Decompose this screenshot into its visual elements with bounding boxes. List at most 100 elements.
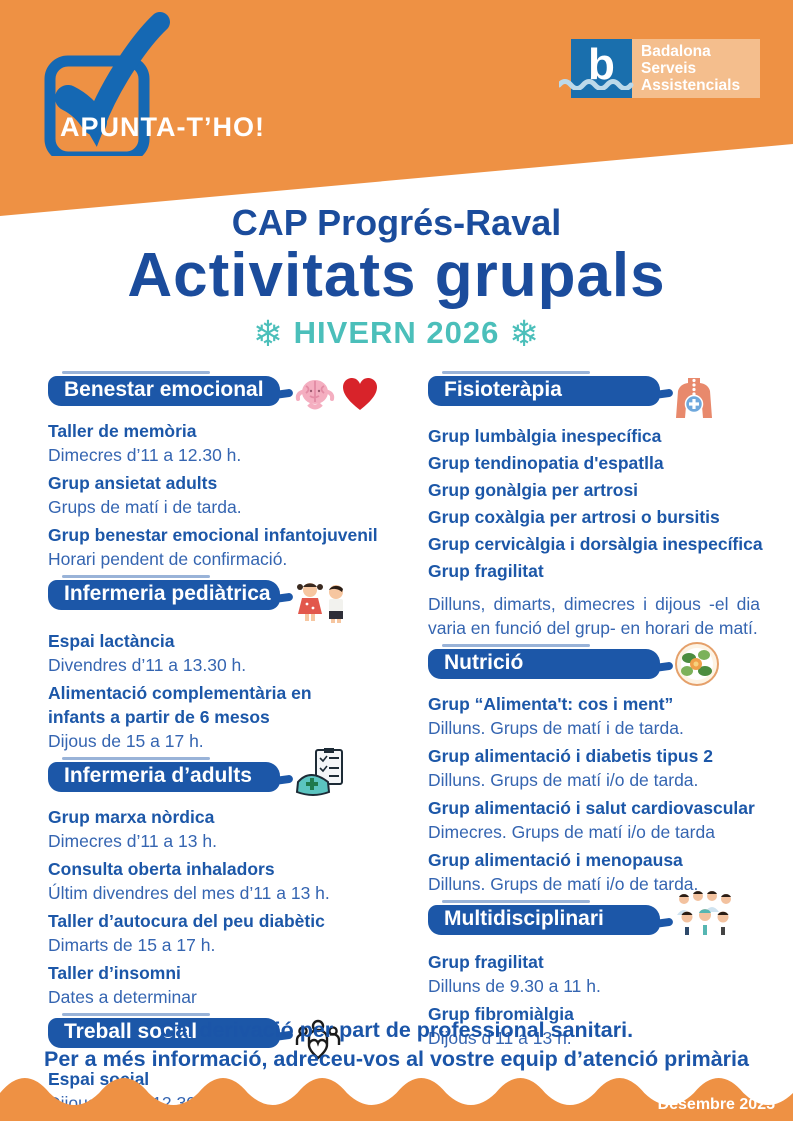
section-title: Fisioteràpia (444, 378, 562, 401)
activity-schedule: Grups de matí i de tarda. (48, 497, 242, 517)
section-title: Benestar emocional (64, 378, 264, 401)
section-title: Nutrició (444, 651, 524, 674)
heart-icon (341, 377, 379, 413)
brand-line: Badalona (641, 43, 711, 60)
wave-icon (559, 79, 634, 90)
left-column: Benestar emocional (48, 371, 408, 1121)
activity-name: Grup cervicàlgia i dorsàlgia inespecífic… (428, 534, 763, 554)
salad-bowl-icon (674, 641, 720, 687)
activity-name: Grup “Alimenta't: cos i ment” (428, 694, 674, 714)
activity-schedule: Dates a determinar (48, 987, 197, 1007)
activity-name: Espai lactància (48, 631, 175, 651)
page-title: Activitats grupals (127, 241, 666, 310)
activity-name: Grup alimentació i diabetis tipus 2 (428, 746, 713, 766)
activity-name: Grup alimentació i menopausa (428, 850, 683, 870)
activity-name: Grup tendinopatia d'espatlla (428, 453, 664, 473)
activity-item: Grup benestar emocional infantojuvenil H… (48, 523, 408, 571)
badalona-logo-letter: b (588, 39, 615, 89)
children-icon (294, 580, 352, 624)
activity-item: Grup fragilitat Dilluns de 9.30 a 11 h. (428, 950, 790, 998)
badalona-logo: b Badalona Serveis Assistencials (559, 39, 760, 98)
activity-item: Taller d’insomni Dates a determinar (48, 961, 408, 1009)
section-header-fisio: Fisioteràpia (428, 371, 660, 406)
activity-name: Alimentació complementària en infants a … (48, 683, 312, 727)
activity-schedule: Dilluns. Grups de matí i/o de tarda. (428, 770, 699, 790)
snowflake-icon: ❄ (252, 313, 285, 354)
section-title: Treball social (64, 1020, 198, 1043)
activity-name: Grup ansietat adults (48, 473, 218, 493)
activity-schedule: Horari pendent de confirmació. (48, 549, 288, 569)
section-infermeria-pediatrica: Infermeria pediàtrica (48, 575, 408, 753)
activity-name: Grup marxa nòrdica (48, 807, 215, 827)
section-title: Infermeria d’adults (64, 764, 252, 787)
activity-name: Consulta oberta inhaladors (48, 859, 275, 879)
section-header-pediatrica: Infermeria pediàtrica (48, 575, 280, 610)
activity-item: Consulta oberta inhaladors Últim divendr… (48, 857, 408, 905)
section-benestar-emocional: Benestar emocional (48, 371, 408, 571)
season-title: ❄ HIVERN 2026 ❄ (0, 313, 793, 355)
section-infermeria-adults: Infermeria d’adults (48, 748, 408, 1009)
section-title: Infermeria pediàtrica (64, 582, 271, 605)
section-title: Multidisciplinari (444, 907, 604, 930)
people-heart-icon (294, 1018, 342, 1062)
activity-item: Grup marxa nòrdica Dimecres d’11 a 13 h. (48, 805, 408, 853)
spine-back-icon (674, 376, 714, 418)
section-nutricio: Nutrició (428, 642, 790, 896)
activity-schedule: Dimecres d’11 a 13 h. (48, 831, 217, 851)
activity-schedule: Dilluns de 9.30 a 11 h. (428, 976, 601, 996)
center-name-title: CAP Progrés-Raval (231, 202, 562, 243)
season-label: HIVERN 2026 (293, 315, 500, 350)
brand-line: Assistencials (641, 77, 741, 94)
activity-name: Grup coxàlgia per artrosi o bursitis (428, 507, 720, 527)
date-label: Desembre 2025 (657, 1096, 775, 1113)
activity-schedule: Últim divendres del mes d’11 a 13 h. (48, 883, 330, 903)
badalona-logo-square: b (559, 39, 634, 98)
section-fisioterapia: Fisioteràpia Grup lumbàlgia inespecíf (428, 371, 790, 640)
brand-line: Serveis (641, 60, 697, 77)
section-header-multi: Multidisciplinari (428, 900, 660, 935)
activity-item: Alimentació complementària en infants a … (48, 681, 408, 753)
activity-schedule: Dilluns. Grups de matí i de tarda. (428, 718, 684, 738)
activity-schedule: Dijous d’11 a 13 h. (428, 1028, 572, 1048)
activity-item: Grup fibromiàlgia Dijous d’11 a 13 h. (428, 1002, 790, 1050)
activity-item: Grup “Alimenta't: cos i ment” Dilluns. G… (428, 692, 790, 740)
activity-schedule: Dijous de 15 a 17 h. (48, 731, 204, 751)
activity-schedule: Dilluns. Grups de matí i/o de tarda. (428, 874, 699, 894)
section-note: Dilluns, dimarts, dimecres i dijous -el … (428, 594, 760, 638)
activity-item: Taller d’autocura del peu diabètic Dimar… (48, 909, 408, 957)
nurse-clipboard-icon (294, 748, 346, 800)
activity-schedule: Dimarts de 15 a 17 h. (48, 935, 216, 955)
activity-name: Taller de memòria (48, 421, 197, 441)
section-multidisciplinari: Multidisciplinari (428, 891, 790, 1050)
section-header-adults: Infermeria d’adults (48, 757, 280, 792)
footer-line-1: Cal derivació per part de professional s… (159, 1018, 634, 1042)
activity-name: Grup fragilitat (428, 561, 544, 581)
activity-item: Espai lactància Divendres d’11 a 13.30 h… (48, 629, 408, 677)
badalona-logo-text: Badalona Serveis Assistencials (632, 39, 760, 98)
section-header-benestar: Benestar emocional (48, 371, 280, 406)
activity-item: Grup alimentació i diabetis tipus 2 Dill… (428, 744, 790, 792)
activity-name: Taller d’insomni (48, 963, 181, 983)
wave-footer-band (0, 1078, 793, 1121)
medical-team-icon (674, 887, 736, 945)
brain-icon (294, 376, 336, 414)
footer-line-2: Per a més informació, adreceu-vos al vos… (44, 1047, 749, 1071)
footer-note: Cal derivació per part de professional s… (0, 1016, 793, 1074)
activity-name: Grup gonàlgia per artrosi (428, 480, 639, 500)
activity-name: Grup fragilitat (428, 952, 544, 972)
activity-name: Grup benestar emocional infantojuvenil (48, 525, 378, 545)
right-column: Fisioteràpia Grup lumbàlgia inespecíf (428, 371, 790, 1059)
section-header-treball: Treball social (48, 1013, 280, 1048)
apunta-tho-label: APUNTA-T’HO! (60, 112, 265, 142)
activity-name: Grup lumbàlgia inespecífica (428, 426, 662, 446)
activity-name: Grup fibromiàlgia (428, 1004, 574, 1024)
activity-item: Grup alimentació i menopausa Dilluns. Gr… (428, 848, 790, 896)
activity-item: Grup ansietat adults Grups de matí i de … (48, 471, 408, 519)
activity-schedule: Dimecres d’11 a 12.30 h. (48, 445, 242, 465)
section-header-nutricio: Nutrició (428, 644, 660, 679)
activity-schedule: Dimecres. Grups de matí i/o de tarda (428, 822, 715, 842)
activity-schedule: Divendres d’11 a 13.30 h. (48, 655, 247, 675)
activity-name: Taller d’autocura del peu diabètic (48, 911, 325, 931)
title-block: CAP Progrés-Raval Activitats grupals ❄ H… (0, 202, 793, 355)
